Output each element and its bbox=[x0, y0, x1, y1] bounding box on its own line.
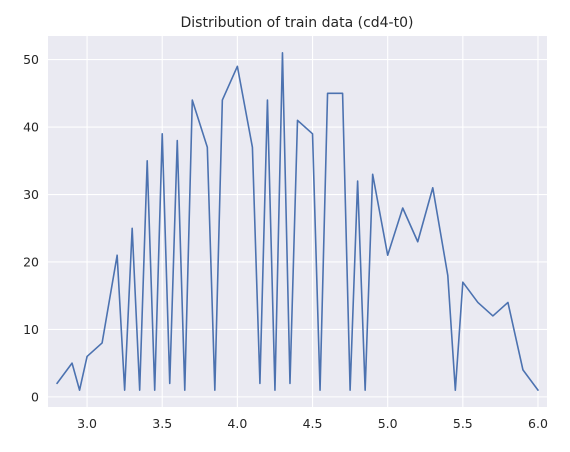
y-axis-ticks: 0 10 20 30 40 50 bbox=[23, 52, 39, 404]
y-tick-label: 50 bbox=[23, 52, 39, 67]
y-tick-label: 20 bbox=[23, 254, 39, 269]
y-tick-label: 30 bbox=[23, 187, 39, 202]
y-tick-label: 40 bbox=[23, 120, 39, 135]
x-tick-label: 5.0 bbox=[378, 416, 398, 431]
x-axis-ticks: 3.0 3.5 4.0 4.5 5.0 5.5 6.0 bbox=[77, 416, 548, 431]
x-tick-label: 4.0 bbox=[227, 416, 247, 431]
y-tick-label: 0 bbox=[31, 389, 39, 404]
x-tick-label: 5.5 bbox=[453, 416, 473, 431]
plot-area bbox=[48, 36, 547, 407]
x-tick-label: 6.0 bbox=[528, 416, 548, 431]
x-tick-label: 4.5 bbox=[303, 416, 323, 431]
x-tick-label: 3.0 bbox=[77, 416, 97, 431]
series-layer bbox=[56, 52, 539, 391]
y-tick-label: 10 bbox=[23, 322, 39, 337]
series-line bbox=[56, 52, 539, 391]
x-tick-label: 3.5 bbox=[152, 416, 172, 431]
chart-title: Distribution of train data (cd4-t0) bbox=[181, 15, 414, 31]
